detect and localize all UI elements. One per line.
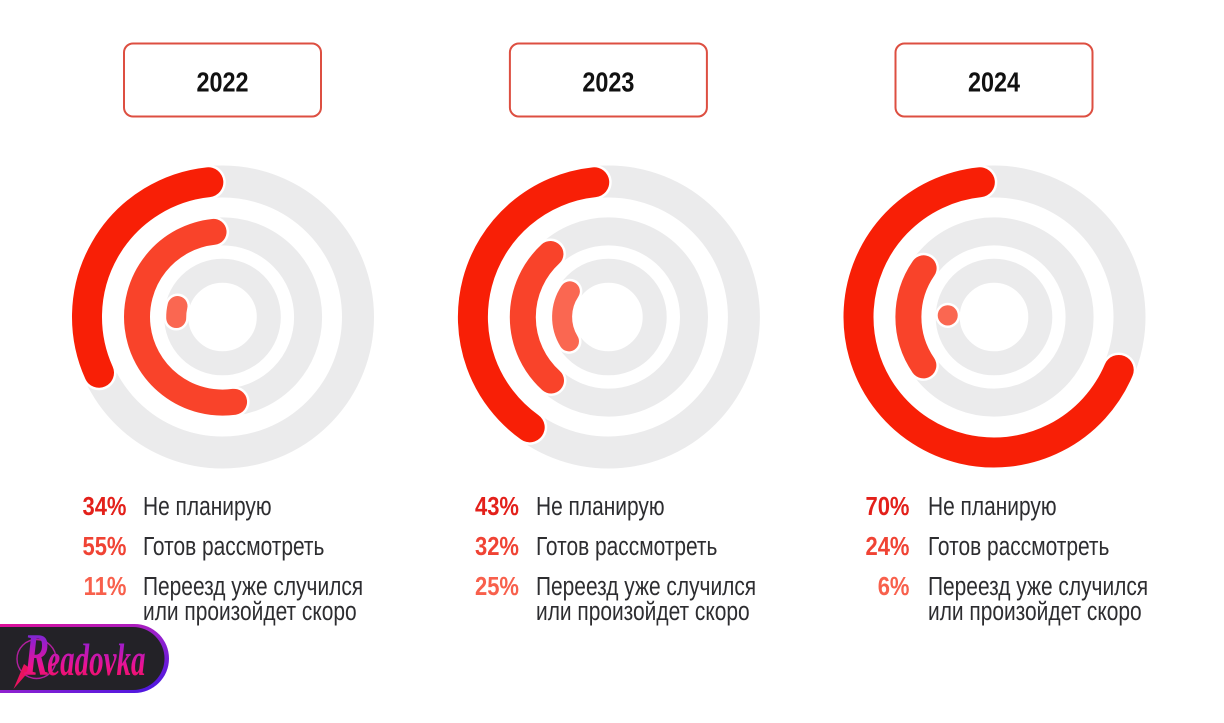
svg-text:24%: 24% xyxy=(865,532,909,561)
svg-text:Готов рассмотреть: Готов рассмотреть xyxy=(928,533,1109,562)
svg-text:11%: 11% xyxy=(84,572,127,601)
svg-text:6%: 6% xyxy=(878,572,910,601)
svg-text:Не планирую: Не планирую xyxy=(143,493,272,522)
svg-text:25%: 25% xyxy=(475,572,519,601)
svg-text:Готов рассмотреть: Готов рассмотреть xyxy=(536,533,717,562)
svg-text:2022: 2022 xyxy=(197,68,249,98)
svg-text:или произойдет скоро: или произойдет скоро xyxy=(143,598,357,627)
svg-text:или произойдет скоро: или произойдет скоро xyxy=(536,598,750,627)
svg-text:32%: 32% xyxy=(475,532,519,561)
svg-text:Readovka: Readovka xyxy=(23,621,145,688)
svg-text:Не планирую: Не планирую xyxy=(536,493,665,522)
svg-text:Переезд уже случился: Переезд уже случился xyxy=(928,573,1148,602)
svg-text:43%: 43% xyxy=(475,492,519,521)
svg-text:или произойдет скоро: или произойдет скоро xyxy=(928,598,1142,627)
svg-text:2023: 2023 xyxy=(582,68,634,98)
svg-text:2024: 2024 xyxy=(968,68,1021,98)
svg-text:55%: 55% xyxy=(82,532,126,561)
svg-text:Переезд уже случился: Переезд уже случился xyxy=(536,573,756,602)
svg-text:Готов рассмотреть: Готов рассмотреть xyxy=(143,533,324,562)
svg-text:70%: 70% xyxy=(865,492,909,521)
svg-text:34%: 34% xyxy=(82,492,126,521)
svg-text:Не планирую: Не планирую xyxy=(928,493,1057,522)
svg-text:Переезд уже случился: Переезд уже случился xyxy=(143,573,363,602)
